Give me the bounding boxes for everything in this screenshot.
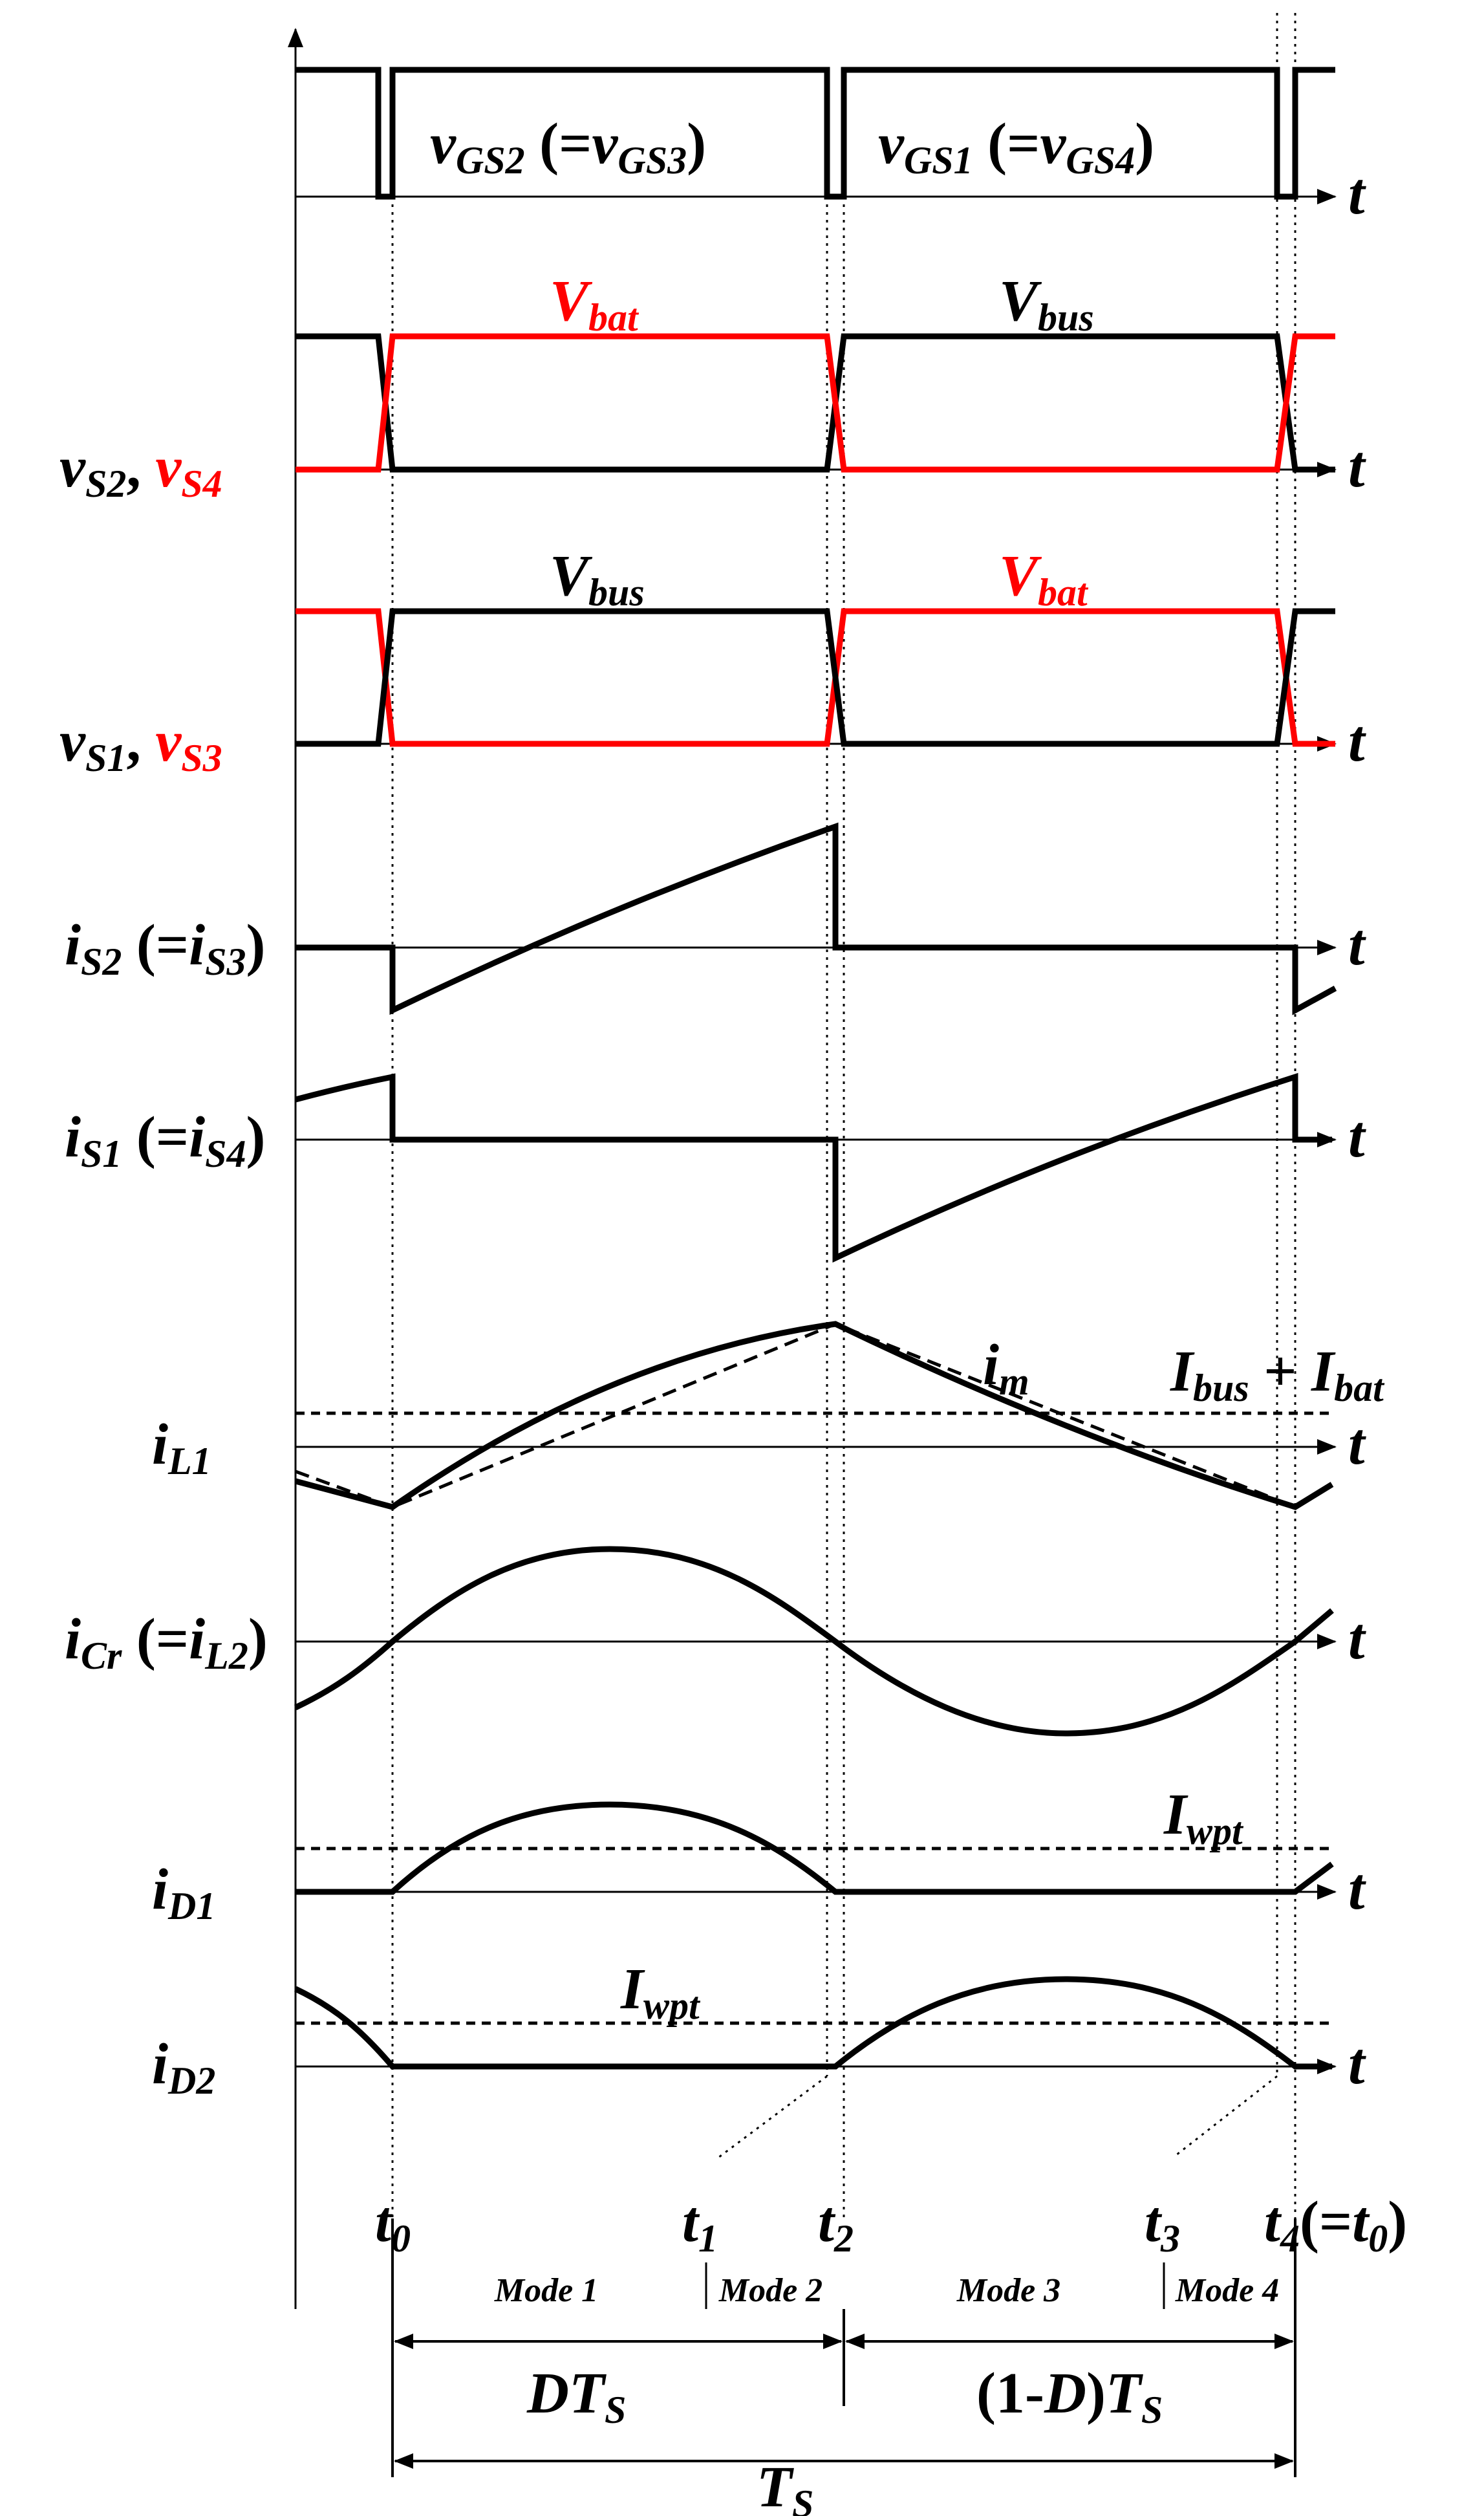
time-mark-t3: t3 <box>1145 2190 1180 2260</box>
vs2-waveform <box>296 333 1335 473</box>
icr-row-label: iCr (=iL2) <box>65 1607 268 1677</box>
vs1-waveform <box>296 608 1335 747</box>
interval-dts-label: DTS <box>526 2361 626 2431</box>
im-label: im <box>983 1333 1029 1403</box>
is2-row-label: iS2 (=iS3) <box>65 913 266 983</box>
vs24-row-label: vS2, vS4 <box>59 435 222 505</box>
id2-reference-label: Iwpt <box>620 1957 701 2027</box>
id1-row-label: iD1 <box>152 1858 215 1927</box>
axis-label-t: t <box>1348 433 1366 499</box>
id1-reference-label: Iwpt <box>1163 1783 1244 1852</box>
svg-text:vGS1 (=vGS4): vGS1 (=vGS4) <box>878 112 1154 182</box>
is1-row-label: iS1 (=iS4) <box>65 1105 266 1175</box>
axis-label-t: t <box>1348 1856 1366 1922</box>
gate-label-left: vGS2 (=vGS3) <box>430 112 706 182</box>
axis-label-t: t <box>1348 1103 1366 1169</box>
time-instants: t0 t1 t2 t3 t4(=t0) <box>375 2190 1407 2260</box>
interval-ts-label: TS <box>757 2455 813 2516</box>
vs4-waveform <box>296 333 1335 473</box>
time-mark-t1: t1 <box>682 2190 718 2260</box>
id1-waveform <box>296 1801 1334 1895</box>
axis-label-t: t <box>1348 1605 1366 1671</box>
vs3-waveform <box>296 608 1335 747</box>
vs24-level-a: Vbat <box>550 269 640 339</box>
axis-label-t: t <box>1348 911 1366 977</box>
id2-row-label: iD2 <box>152 2032 215 2102</box>
mode-labels: Mode 1 Mode 2 Mode 3 Mode 4 <box>494 2262 1279 2309</box>
vs13-row-label: vS1, vS3 <box>59 710 222 779</box>
im-waveform <box>295 1322 1296 1509</box>
time-mark-t2: t2 <box>818 2190 854 2260</box>
axis-label-t: t <box>1348 1411 1366 1477</box>
il1-row-label: iL1 <box>152 1413 211 1482</box>
interval-arrows <box>391 2218 1296 2477</box>
vs24-level-b: Vbus <box>999 269 1094 339</box>
gate-waveform <box>296 67 1335 200</box>
il1-reference-label: Ibus + Ibat <box>1170 1339 1385 1409</box>
time-mark-t0: t0 <box>375 2190 411 2260</box>
gate-label-right: vGS1 (=vGS4) <box>878 112 1154 182</box>
axis-label-t: t <box>1348 708 1366 774</box>
axis-label-t: t <box>1348 2030 1366 2096</box>
time-mark-t4: t4(=t0) <box>1264 2190 1407 2260</box>
svg-text:vGS2 (=vGS3): vGS2 (=vGS3) <box>430 112 706 182</box>
is2-waveform <box>296 822 1337 1015</box>
id2-waveform <box>294 1976 1332 2070</box>
icr-waveform <box>294 1546 1334 1737</box>
axis-t-labels: t t t t t t t t t <box>1348 160 1366 2096</box>
mode-1-label: Mode 1 <box>494 2272 598 2309</box>
vs13-level-b: Vbat <box>999 544 1089 614</box>
axis-label-t: t <box>1348 160 1366 226</box>
interval-one-minus-d-label: (1-D)TS <box>976 2361 1163 2431</box>
mode-2-label: Mode 2 <box>718 2272 823 2309</box>
vs13-level-a: Vbus <box>550 544 645 614</box>
mode-4-label: Mode 4 <box>1175 2272 1279 2309</box>
mode-3-label: Mode 3 <box>956 2272 1060 2309</box>
is1-waveform <box>294 1072 1332 1263</box>
